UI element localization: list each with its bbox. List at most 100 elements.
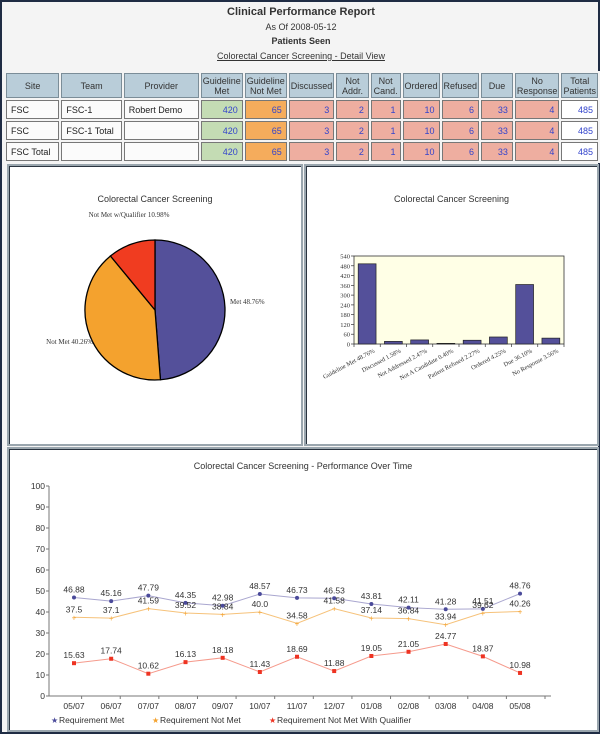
column-header[interactable]: No Response [514,73,560,98]
detail-view-link[interactable]: Colorectal Cancer Screening - Detail Vie… [217,51,385,61]
column-header[interactable]: Not Addr. [336,73,369,98]
column-header[interactable]: Team [61,73,122,98]
y-tick-label: 100 [31,481,45,491]
data-point [518,670,523,675]
column-header[interactable]: Guideline Not Met [244,73,287,98]
column-header[interactable]: Due [481,73,513,98]
legend-entry: Requirement Not Met [160,715,241,725]
data-point [406,649,411,654]
value-cell[interactable]: 33 [481,142,513,161]
data-label: 21.05 [398,639,420,649]
y-tick-label: 60 [36,565,46,575]
value-cell[interactable]: 4 [514,121,560,140]
value-cell[interactable]: 2 [336,142,369,161]
column-header[interactable]: Site [6,73,60,98]
column-header[interactable]: Provider [123,73,199,98]
team-cell: FSC-1 [61,100,122,119]
value-cell[interactable]: 65 [244,121,287,140]
value-cell[interactable]: 10 [402,100,440,119]
table-row: FSC FSC-1 Total 420 65 3 2 1 10 6 33 4 485 [6,121,598,140]
data-point: + [406,615,411,624]
value-cell[interactable]: 6 [441,142,480,161]
data-label: 10.62 [138,661,160,671]
value-cell[interactable]: 33 [481,121,513,140]
value-cell[interactable]: 4 [514,142,560,161]
data-point: + [518,607,523,616]
data-point [257,669,262,674]
value-cell[interactable]: 65 [244,100,287,119]
value-cell[interactable]: 10 [402,121,440,140]
line-chart-title: Colorectal Cancer Screening - Performanc… [193,461,413,471]
value-cell[interactable]: 420 [200,142,243,161]
provider-cell [123,142,199,161]
data-label: 33.94 [435,612,457,622]
value-cell[interactable]: 485 [561,142,598,161]
y-tick-label: 30 [36,628,46,638]
value-cell[interactable]: 485 [561,121,598,140]
value-cell[interactable]: 485 [561,100,598,119]
bar [462,339,482,345]
value-cell[interactable]: 10 [402,142,440,161]
x-tick-label: 08/07 [175,701,197,711]
data-point [480,654,485,659]
column-header[interactable]: Guideline Met [200,73,243,98]
column-header[interactable]: Not Cand. [370,73,401,98]
x-tick-label: 05/08 [509,701,531,711]
series-line [73,608,521,626]
value-cell[interactable]: 1 [370,100,401,119]
column-header[interactable]: Refused [441,73,480,98]
data-point: + [183,609,188,618]
y-tick-label: 300 [340,293,350,300]
value-cell[interactable]: 2 [336,100,369,119]
bar [436,342,456,345]
y-tick-label: 20 [36,649,46,659]
data-label: 38.84 [212,601,234,611]
data-label: 40.0 [252,599,269,609]
data-label: 48.57 [249,581,271,591]
value-cell[interactable]: 4 [514,100,560,119]
team-cell: FSC-1 Total [61,121,122,140]
data-point: + [109,614,114,623]
data-point [183,660,188,665]
value-cell[interactable]: 6 [441,100,480,119]
data-label: 41.28 [435,596,457,606]
value-cell[interactable]: 65 [244,142,287,161]
data-point [443,641,448,646]
value-cell[interactable]: 3 [288,142,335,161]
column-header[interactable]: Ordered [402,73,440,98]
pie-slice [154,239,226,381]
data-point [109,656,114,661]
value-cell[interactable]: 6 [441,121,480,140]
value-cell[interactable]: 1 [370,142,401,161]
data-point [72,595,76,600]
bar [357,263,377,345]
data-label: 18.69 [286,644,308,654]
value-cell[interactable]: 33 [481,100,513,119]
value-cell[interactable]: 1 [370,121,401,140]
data-point: + [369,614,374,623]
pie-slice-label: Met 48.76% [230,298,265,306]
data-point: + [72,613,77,622]
value-cell[interactable]: 3 [288,100,335,119]
line-chart-panel: Colorectal Cancer Screening - Performanc… [7,447,599,732]
data-label: 34.58 [286,610,308,620]
report-subtitle: Patients Seen [271,36,331,46]
data-label: 46.73 [286,585,308,595]
data-point [332,669,337,674]
data-label: 40.26 [509,598,531,608]
y-tick-label: 90 [36,502,46,512]
data-point [369,653,374,658]
value-cell[interactable]: 420 [200,100,243,119]
data-label: 42.98 [212,593,234,603]
column-header[interactable]: Discussed [288,73,335,98]
x-tick-label: 07/07 [138,701,160,711]
y-tick-label: 80 [36,523,46,533]
data-point [369,601,374,606]
data-label: 15.63 [63,650,85,660]
column-header[interactable]: Total Patients [561,73,598,98]
data-point [220,655,225,660]
value-cell[interactable]: 420 [200,121,243,140]
report-date: As Of 2008-05-12 [265,22,337,32]
value-cell[interactable]: 3 [288,121,335,140]
value-cell[interactable]: 2 [336,121,369,140]
